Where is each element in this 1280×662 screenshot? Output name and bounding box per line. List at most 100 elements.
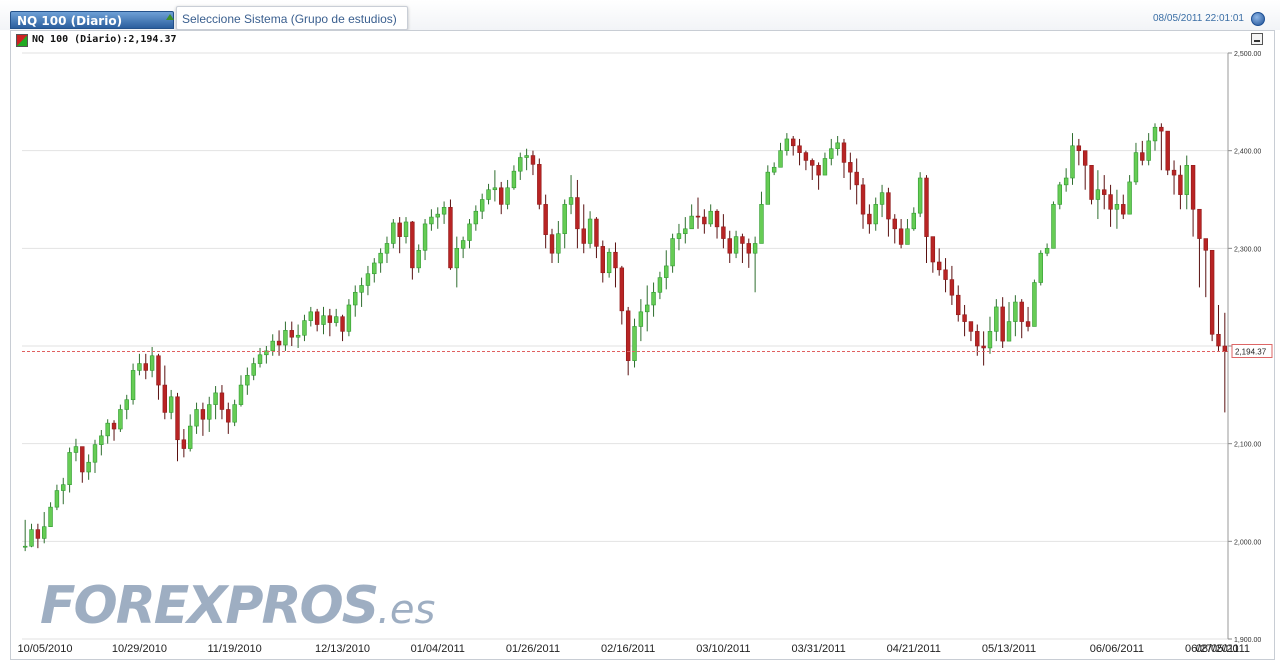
candle-body [149, 355, 155, 371]
candle-body [956, 294, 961, 316]
minimize-icon[interactable] [1251, 33, 1263, 45]
candle-body [1216, 333, 1221, 347]
symbol-tab[interactable]: NQ 100 (Diario) [10, 11, 174, 29]
candle-body [410, 221, 415, 269]
candle-body [905, 228, 910, 245]
candle-body [727, 238, 732, 254]
candle-body [429, 216, 434, 225]
globe-icon[interactable] [1251, 12, 1265, 26]
y-tick-label: 2,400.00 [1234, 149, 1261, 156]
candle-body [219, 392, 225, 410]
x-tick-label: 04/21/2011 [887, 643, 941, 655]
candle-body [314, 311, 320, 325]
last-price-label: 2,194.37 [1235, 347, 1267, 356]
candle-body [460, 240, 466, 249]
x-tick-label: 06/06/2011 [1090, 643, 1144, 655]
candle-body [1222, 345, 1228, 352]
candle-body [1140, 152, 1145, 161]
candle-body [1121, 204, 1126, 215]
candle-layer [22, 123, 1228, 552]
candle-body [327, 315, 333, 323]
candle-body [124, 399, 129, 410]
candle-body [664, 265, 669, 278]
candle-body [73, 446, 79, 453]
candle-body [1165, 130, 1170, 171]
candle-color-icon[interactable] [16, 34, 28, 47]
candle-body [207, 404, 212, 420]
y-tick-label: 2,300.00 [1234, 246, 1261, 253]
candle-body [867, 213, 872, 225]
candle-body [829, 148, 834, 159]
candle-body [143, 363, 148, 371]
candle-body [556, 233, 561, 254]
candle-body [676, 233, 682, 239]
candle-body [257, 354, 263, 364]
candle-body [384, 243, 390, 254]
candle-body [295, 334, 301, 338]
candle-body [600, 246, 605, 274]
candle-body [797, 145, 802, 153]
last-price-box [1231, 343, 1273, 358]
candle-body [733, 236, 739, 254]
candle-body [1184, 165, 1189, 195]
candle-body [416, 249, 421, 269]
candle-body [1013, 301, 1018, 322]
candle-body [1057, 184, 1062, 205]
candle-body [645, 304, 650, 313]
candle-body [1133, 152, 1139, 183]
candle-body [42, 526, 47, 539]
candle-body [505, 187, 510, 205]
candle-body [213, 392, 218, 405]
candle-body [848, 162, 853, 173]
candle-body [587, 218, 593, 244]
candle-body [308, 311, 314, 321]
candle-body [962, 314, 967, 322]
candle-body [1038, 252, 1043, 283]
candle-body [321, 315, 326, 325]
candle-body [841, 142, 847, 163]
candle-body [1006, 321, 1012, 342]
candle-body [1197, 208, 1202, 239]
candle-body [137, 363, 142, 371]
candle-body [283, 330, 288, 346]
candle-body [340, 316, 345, 332]
candle-body [917, 177, 923, 214]
candle-body [708, 210, 713, 225]
candle-body [422, 223, 428, 251]
candle-body [714, 210, 720, 228]
candle-body [606, 251, 612, 274]
candle-body [1025, 321, 1031, 327]
candle-body [518, 157, 523, 172]
study-system-select[interactable]: Seleccione Sistema (Grupo de estudios) [176, 6, 408, 30]
candle-body [105, 422, 110, 437]
grid-layer: 1,900.002,000.002,100.002,200.002,300.00… [17, 51, 1261, 655]
candle-body [1203, 238, 1208, 251]
legend-text: NQ 100 (Diario):2,194.37 [32, 34, 177, 45]
candle-body [397, 222, 402, 237]
candle-body [118, 409, 123, 430]
candle-body [188, 425, 193, 449]
candle-body [1178, 174, 1183, 195]
candle-body [454, 248, 459, 269]
candle-body [372, 262, 377, 275]
candle-body [638, 311, 644, 327]
candle-body [54, 490, 60, 508]
candle-body [721, 226, 726, 239]
candle-body [162, 384, 168, 413]
candle-body [740, 236, 745, 244]
candle-body [1190, 165, 1196, 210]
x-tick-label: 10/29/2010 [112, 643, 167, 655]
candle-body [264, 350, 269, 356]
candle-body [873, 204, 878, 225]
candle-body [924, 177, 929, 237]
candle-body [936, 261, 942, 271]
candle-body [175, 396, 180, 441]
candle-body [473, 210, 479, 225]
tab-arrow-icon[interactable] [166, 14, 174, 20]
candle-body [632, 326, 637, 361]
candle-body [289, 330, 294, 338]
candle-body [1108, 194, 1113, 210]
candle-body [35, 529, 41, 539]
candle-body [1102, 189, 1107, 195]
candle-body [276, 340, 282, 346]
